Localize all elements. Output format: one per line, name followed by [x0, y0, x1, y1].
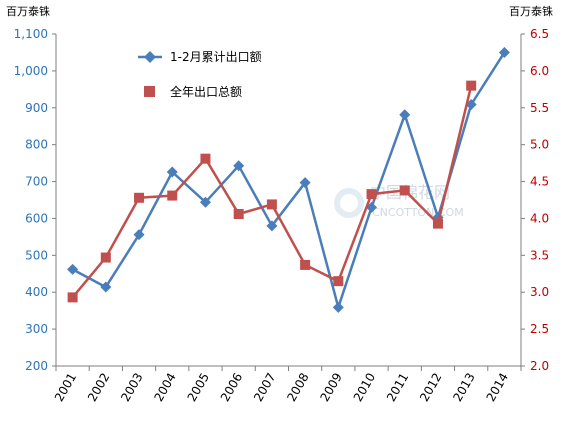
x-tick-label: 2007 [251, 371, 278, 404]
data-point-series-1 [299, 177, 311, 189]
legend-square-icon [144, 86, 155, 97]
x-tick-label: 2004 [151, 371, 178, 404]
data-point-series-2 [233, 209, 244, 220]
left-tick-label: 700 [25, 175, 48, 189]
left-axis-ticks: 200 300 400 500 600 700 800 900 1,000 1,100 [14, 27, 56, 373]
legend-label-series-2: 全年出口总额 [170, 84, 242, 99]
data-point-series-2 [100, 252, 111, 263]
x-tick-label: 2014 [484, 370, 511, 403]
right-tick-label: 2.5 [530, 322, 549, 336]
data-point-series-2 [333, 276, 344, 287]
right-tick-label: 6.5 [530, 27, 549, 41]
legend-diamond-icon [144, 51, 156, 63]
data-point-series-1 [498, 46, 510, 58]
series-line-1 [72, 51, 506, 309]
data-point-series-2 [300, 259, 311, 270]
right-tick-label: 4.5 [530, 175, 549, 189]
watermark-logo-icon [334, 188, 364, 218]
right-tick-label: 3.5 [530, 248, 549, 262]
data-point-series-1 [233, 160, 245, 172]
x-tick-label: 2012 [417, 371, 444, 404]
left-axis-unit: 百万泰铢 [6, 4, 50, 18]
right-tick-label: 3.0 [530, 285, 549, 299]
right-axis-ticks: 2.0 2.5 3.0 3.5 4.0 4.5 5.0 5.5 6.0 6.5 [521, 27, 549, 373]
left-tick-label: 300 [25, 322, 48, 336]
series-layer [67, 46, 510, 313]
left-tick-label: 1,100 [14, 27, 48, 41]
x-tick-label: 2002 [85, 371, 112, 404]
x-tick-label: 2008 [284, 371, 311, 404]
x-tick-label: 2010 [351, 371, 378, 404]
x-axis-ticks: 2001 2002 2003 2004 2005 2006 2007 2008 2009 2010… [52, 366, 522, 404]
legend: 1-2月累计出口额 全年出口总额 [138, 50, 262, 99]
right-tick-label: 6.0 [530, 64, 549, 78]
left-tick-label: 200 [25, 359, 48, 373]
data-point-series-1 [67, 263, 79, 275]
data-point-series-1 [199, 196, 211, 208]
watermark-text-en: CNCOTTON.COM [372, 206, 464, 219]
left-tick-label: 400 [25, 285, 48, 299]
data-point-series-1 [399, 109, 411, 121]
data-point-series-2 [432, 218, 443, 229]
data-point-series-1 [133, 229, 145, 241]
x-tick-label: 2013 [450, 371, 477, 404]
x-tick-label: 2006 [218, 371, 245, 404]
x-tick-label: 2011 [384, 371, 411, 404]
data-point-series-1 [100, 281, 112, 293]
left-tick-label: 1,000 [14, 64, 48, 78]
data-point-series-2 [200, 153, 211, 164]
data-point-series-2 [366, 189, 377, 200]
right-tick-label: 4.0 [530, 211, 549, 225]
right-tick-label: 5.5 [530, 101, 549, 115]
watermark-text-cn: 中国棉花网 [370, 183, 450, 202]
x-tick-label: 2005 [185, 371, 212, 404]
x-tick-label: 2003 [118, 371, 145, 404]
left-tick-label: 800 [25, 138, 48, 152]
x-tick-label: 2009 [318, 371, 345, 404]
data-point-series-2 [266, 199, 277, 210]
legend-item-series-2: 全年出口总额 [144, 84, 242, 99]
right-tick-label: 5.0 [530, 138, 549, 152]
x-tick-label: 2001 [52, 371, 79, 404]
data-point-series-2 [399, 185, 410, 196]
left-tick-label: 600 [25, 211, 48, 225]
left-tick-label: 500 [25, 248, 48, 262]
right-axis-unit: 百万泰铢 [509, 4, 553, 18]
data-point-series-2 [466, 80, 477, 91]
data-point-series-1 [332, 301, 344, 313]
data-point-series-1 [266, 220, 278, 232]
data-point-series-1 [166, 166, 178, 178]
left-tick-label: 900 [25, 101, 48, 115]
right-tick-label: 2.0 [530, 359, 549, 373]
data-point-series-2 [67, 292, 78, 303]
data-point-series-2 [167, 190, 178, 201]
legend-label-series-1: 1-2月累计出口额 [170, 50, 262, 64]
legend-item-series-1: 1-2月累计出口额 [138, 50, 262, 64]
data-point-series-2 [134, 192, 145, 203]
